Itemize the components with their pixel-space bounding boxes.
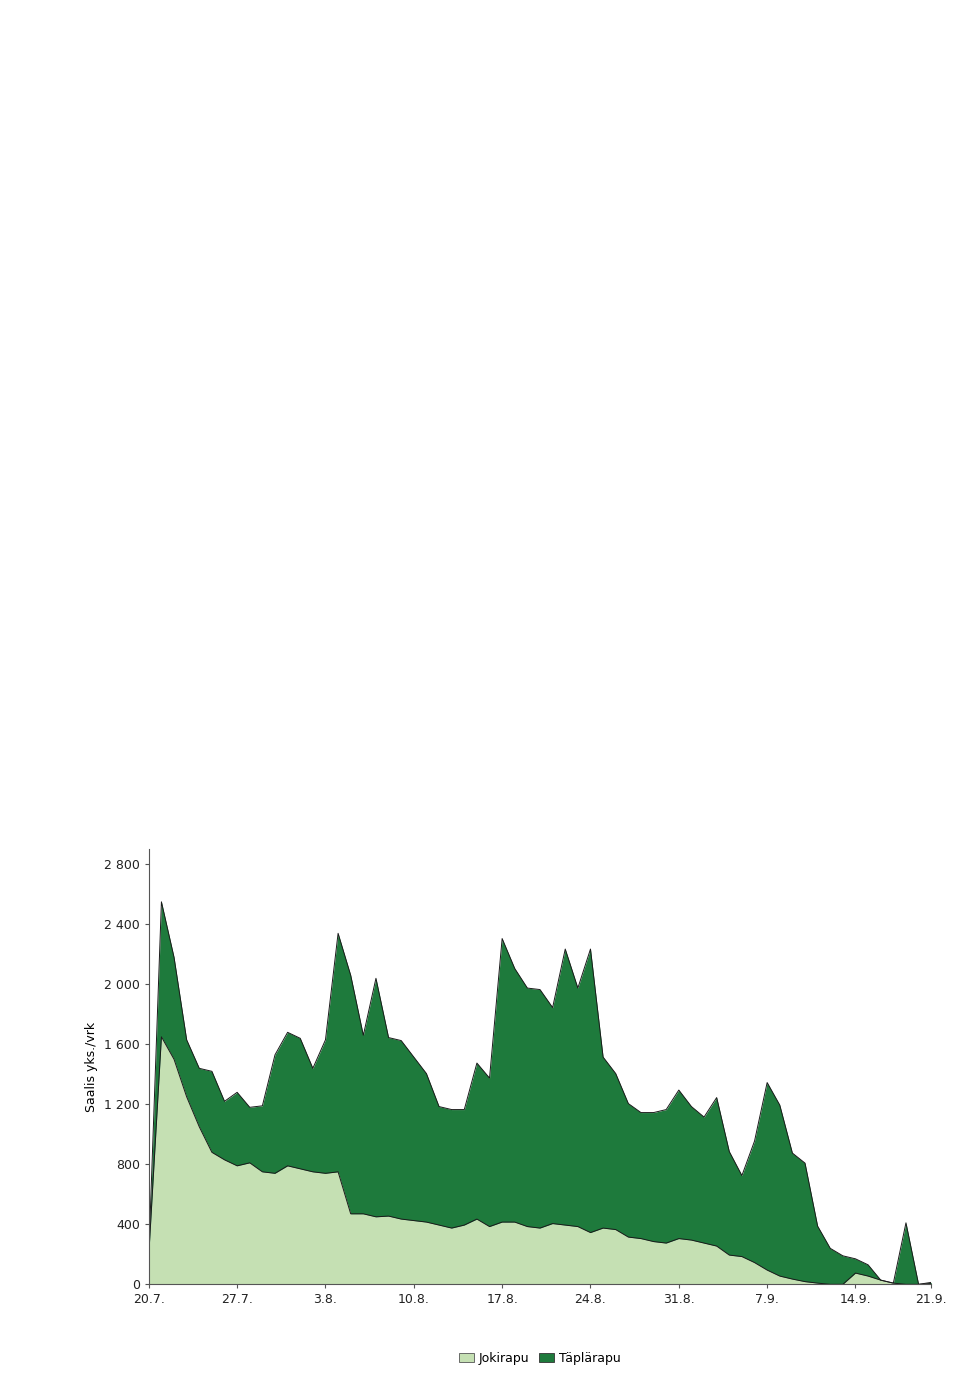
Legend: Jokirapu, Täplärapu: Jokirapu, Täplärapu [454, 1346, 626, 1370]
Y-axis label: Saalis yks./vrk: Saalis yks./vrk [85, 1022, 98, 1112]
